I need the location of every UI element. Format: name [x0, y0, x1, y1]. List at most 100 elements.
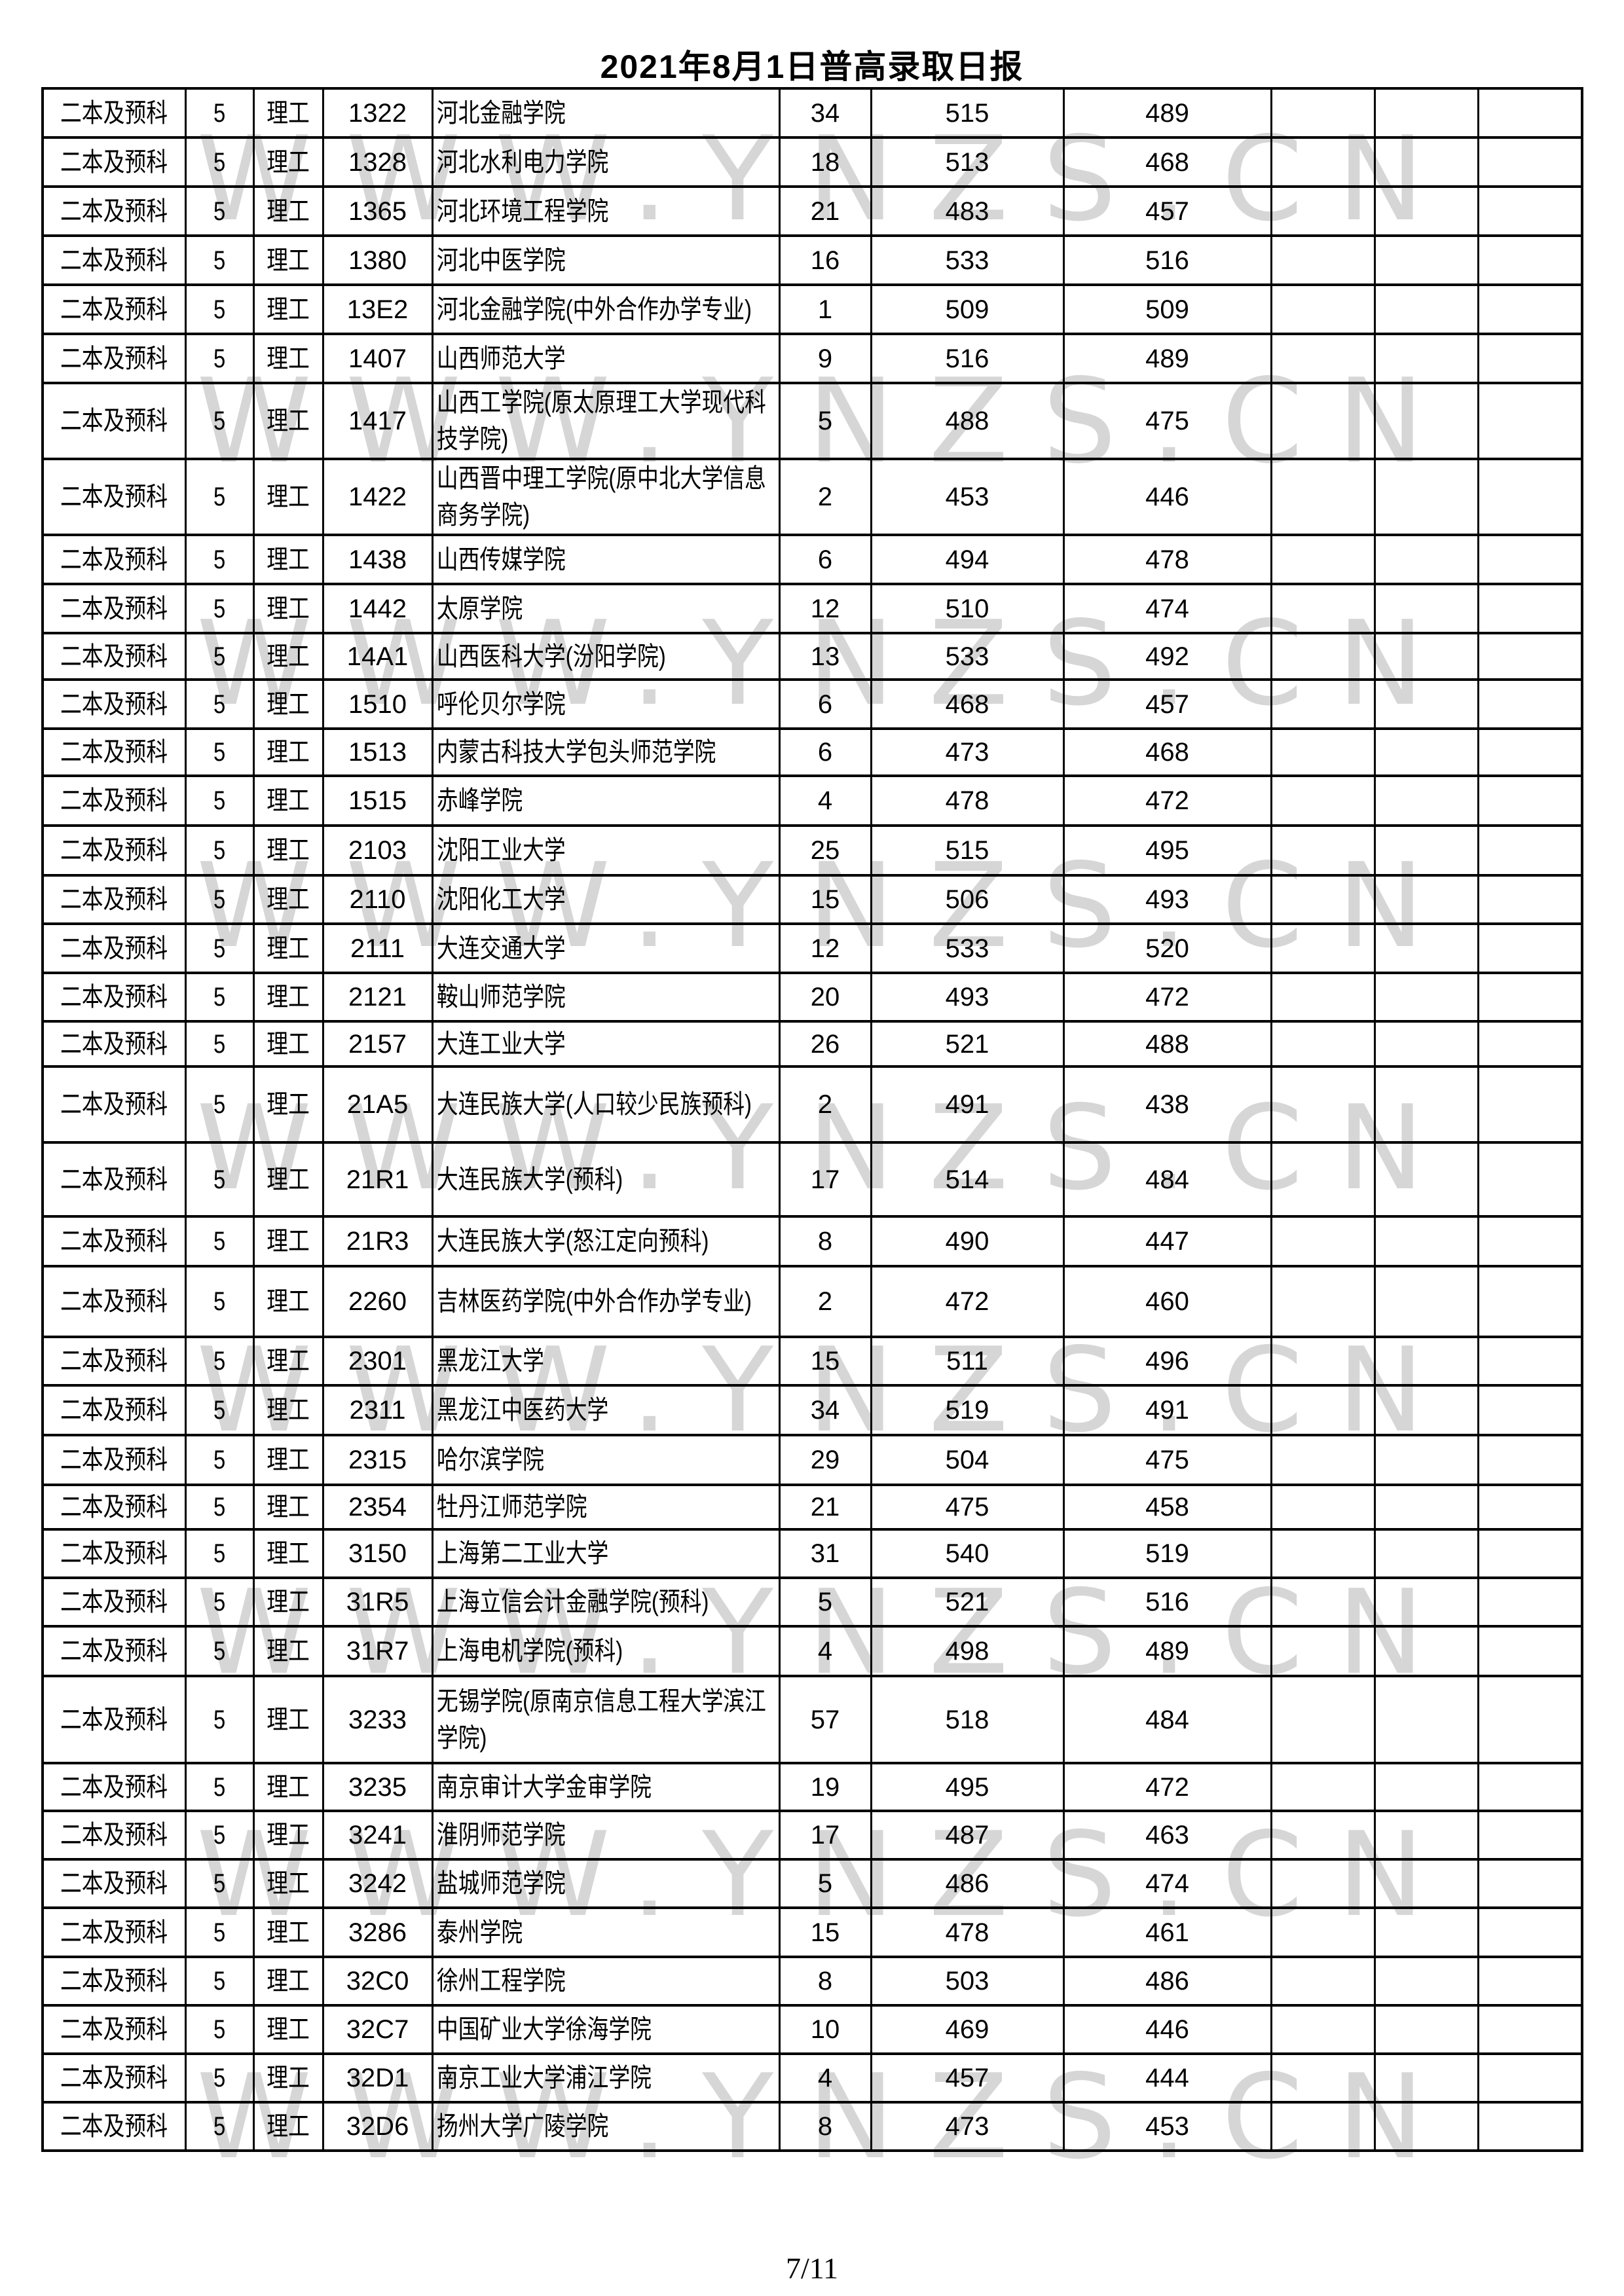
cell-empty-3 [1477, 1956, 1583, 2007]
cell-subject-text: 理工 [267, 1772, 310, 1802]
cell-high-score: 511 [870, 1336, 1065, 1387]
cell-batch: 二本及预科 [41, 382, 187, 460]
cell-round-text: 5 [213, 1090, 226, 1119]
cell-name: 河北水利电力学院 [431, 136, 781, 188]
cell-subject: 理工 [252, 2004, 324, 2055]
cell-subject: 理工 [252, 87, 324, 139]
cell-high-score: 488 [870, 382, 1065, 460]
cell-count: 8 [778, 1215, 872, 1267]
cell-count-text: 2 [817, 483, 833, 511]
cell-high-score-text: 495 [945, 1772, 989, 1802]
cell-batch: 二本及预科 [41, 2101, 187, 2152]
cell-empty-2 [1373, 632, 1479, 681]
cell-name-text: 大连民族大学(人口较少民族预科) [436, 1090, 752, 1119]
cell-subject: 理工 [252, 1675, 324, 1764]
cell-empty-2 [1373, 1215, 1479, 1267]
cell-subject: 理工 [252, 1434, 324, 1486]
cell-low-score-text: 458 [1145, 1493, 1189, 1522]
cell-count: 9 [778, 333, 872, 384]
cell-low-score-text: 453 [1145, 2112, 1189, 2141]
table-row: 二本及预科 5 理工 32D1 南京工业大学浦江学院 4 457 444 [41, 2052, 1583, 2104]
cell-count-text: 25 [810, 836, 840, 865]
cell-name-text: 上海立信会计金融学院(预科) [436, 1588, 709, 1616]
cell-round-text: 5 [213, 1967, 226, 1995]
cell-name: 呼伦贝尔学院 [431, 678, 781, 730]
cell-high-score-text: 533 [945, 246, 989, 275]
cell-count-text: 13 [810, 642, 840, 671]
cell-batch-text: 二本及预科 [60, 1493, 168, 1522]
cell-name: 河北中医学院 [431, 234, 781, 286]
cell-subject: 理工 [252, 1576, 324, 1628]
cell-count: 16 [778, 234, 872, 286]
cell-subject: 理工 [252, 1858, 324, 1909]
cell-batch-text: 二本及预科 [60, 196, 168, 226]
cell-low-score-text: 509 [1145, 295, 1189, 324]
cell-round-text: 5 [213, 1493, 226, 1522]
cell-name-text: 南京审计大学金审学院 [436, 1772, 652, 1802]
cell-high-score-text: 486 [945, 1869, 989, 1898]
cell-batch: 二本及预科 [41, 874, 187, 925]
cell-name-text: 赤峰学院 [436, 786, 523, 815]
cell-code-text: 3286 [348, 1918, 407, 1947]
cell-low-score-text: 446 [1145, 2015, 1189, 2044]
cell-empty-3 [1477, 1675, 1583, 1764]
cell-name: 黑龙江大学 [431, 1336, 781, 1387]
cell-count: 10 [778, 2004, 872, 2055]
cell-count: 6 [778, 678, 872, 730]
cell-low-score-text: 489 [1145, 344, 1189, 373]
cell-round-text: 5 [213, 2064, 226, 2092]
cell-high-score: 509 [870, 283, 1065, 335]
cell-high-score: 519 [870, 1384, 1065, 1436]
cell-subject-text: 理工 [267, 1637, 310, 1666]
cell-batch-text: 二本及预科 [60, 738, 168, 767]
cell-batch: 二本及预科 [41, 678, 187, 730]
cell-batch: 二本及预科 [41, 333, 187, 384]
cell-batch: 二本及预科 [41, 2052, 187, 2104]
cell-name-text: 扬州大学广陵学院 [436, 2112, 608, 2141]
cell-empty-3 [1477, 583, 1583, 634]
cell-empty-3 [1477, 774, 1583, 827]
cell-count: 15 [778, 874, 872, 925]
cell-low-score: 444 [1062, 2052, 1272, 2104]
table-row: 二本及预科 5 理工 14A1 山西医科大学(汾阳学院) 13 533 492 [41, 632, 1583, 681]
cell-subject-text: 理工 [267, 2015, 310, 2044]
cell-low-score: 468 [1062, 136, 1272, 188]
cell-code-text: 3241 [348, 1821, 407, 1850]
table-row: 二本及预科 5 理工 1513 内蒙古科技大学包头师范学院 6 473 468 [41, 727, 1583, 777]
cell-subject-text: 理工 [267, 885, 310, 914]
cell-count: 29 [778, 1434, 872, 1486]
cell-count-text: 8 [817, 1967, 833, 1995]
cell-empty-1 [1270, 678, 1376, 730]
cell-round: 5 [184, 185, 255, 237]
cell-empty-1 [1270, 774, 1376, 827]
cell-empty-1 [1270, 185, 1376, 237]
cell-name-text: 徐州工程学院 [436, 1967, 566, 1995]
cell-high-score: 472 [870, 1265, 1065, 1338]
cell-code-text: 1515 [348, 786, 407, 815]
cell-count-text: 34 [810, 98, 840, 128]
cell-batch: 二本及预科 [41, 1625, 187, 1677]
cell-empty-3 [1477, 1484, 1583, 1531]
cell-round-text: 5 [213, 934, 226, 963]
cell-round: 5 [184, 972, 255, 1023]
cell-code-text: 1438 [348, 545, 407, 574]
cell-high-score-text: 521 [945, 1029, 989, 1059]
cell-code-text: 2103 [348, 836, 407, 865]
cell-round: 5 [184, 1906, 255, 1958]
table-row: 二本及预科 5 理工 1328 河北水利电力学院 18 513 468 [41, 136, 1583, 188]
cell-subject-text: 理工 [267, 594, 310, 623]
cell-subject: 理工 [252, 458, 324, 536]
cell-high-score: 453 [870, 458, 1065, 536]
cell-low-score-text: 461 [1145, 1918, 1189, 1947]
cell-empty-2 [1373, 874, 1479, 925]
cell-subject-text: 理工 [267, 344, 310, 373]
cell-code: 1422 [322, 458, 434, 536]
cell-round: 5 [184, 534, 255, 585]
cell-batch: 二本及预科 [41, 458, 187, 536]
cell-round-text: 5 [213, 1029, 226, 1059]
cell-empty-3 [1477, 1384, 1583, 1436]
cell-empty-1 [1270, 2004, 1376, 2055]
cell-batch: 二本及预科 [41, 1858, 187, 1909]
cell-round-text: 5 [213, 1287, 226, 1316]
cell-round: 5 [184, 87, 255, 139]
